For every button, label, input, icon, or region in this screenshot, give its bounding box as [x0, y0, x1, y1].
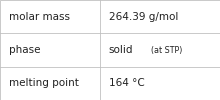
- Text: solid: solid: [109, 45, 133, 55]
- Text: molar mass: molar mass: [9, 12, 70, 22]
- Text: (at STP): (at STP): [151, 46, 182, 54]
- Text: 164 °C: 164 °C: [109, 78, 145, 88]
- Text: phase: phase: [9, 45, 40, 55]
- Text: melting point: melting point: [9, 78, 79, 88]
- Text: 264.39 g/mol: 264.39 g/mol: [109, 12, 178, 22]
